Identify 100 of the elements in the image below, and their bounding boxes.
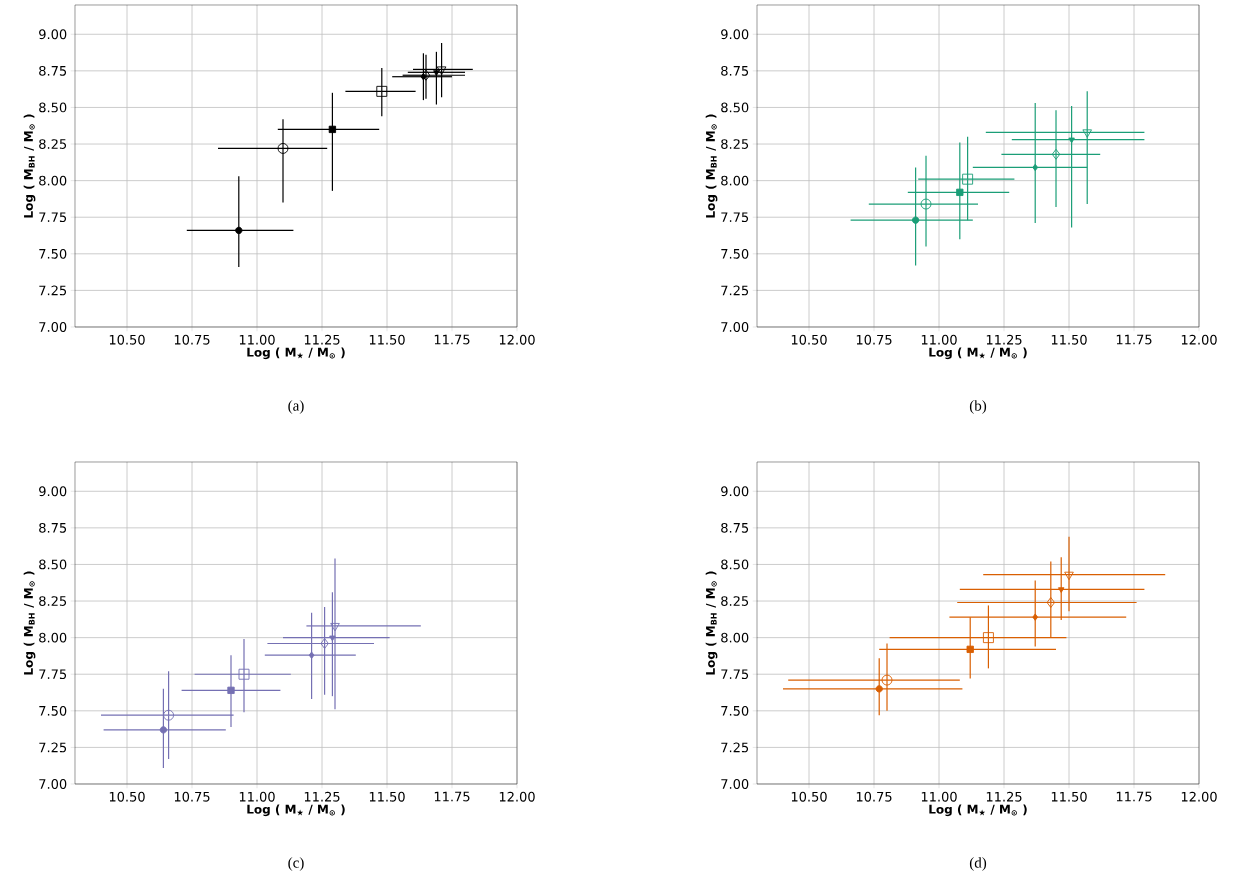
y-tick-label: 9.00: [721, 29, 749, 40]
point: [159, 726, 168, 734]
y-tick-label: 7.00: [721, 779, 749, 789]
point: [875, 685, 883, 693]
y-tick-label: 8.50: [39, 559, 67, 570]
x-tick-label: 10.50: [109, 791, 145, 802]
y-axis-title: Log ( M$_{BH}$ / M$_{⊙}$ ): [705, 571, 718, 675]
x-tick-label: 11.00: [921, 791, 957, 802]
point: [1068, 137, 1075, 144]
y-tick-label: 8.50: [721, 102, 749, 113]
point: [421, 69, 431, 81]
point: [308, 651, 315, 659]
point: [433, 70, 440, 76]
x-axis-title: Log ( M$_{★}$ / M$_{⊙}$ ): [247, 347, 345, 360]
x-tick-label: 10.50: [791, 334, 827, 345]
y-tick-label: 7.75: [39, 212, 67, 223]
point: [436, 66, 447, 75]
x-tick-label: 11.50: [369, 334, 405, 345]
y-tick-label: 9.00: [39, 486, 67, 497]
y-tick-label: 8.00: [721, 632, 749, 643]
y-tick-label: 7.00: [39, 779, 67, 789]
x-tick-label: 10.75: [174, 334, 210, 345]
point: [911, 216, 920, 224]
point: [881, 674, 893, 686]
x-tick-label: 12.00: [499, 791, 535, 802]
x-tick-label: 11.00: [239, 791, 275, 802]
y-tick-label: 8.75: [721, 65, 749, 76]
y-tick-label: 7.25: [721, 742, 749, 753]
y-tick-label: 7.25: [39, 285, 67, 296]
y-tick-label: 7.00: [39, 322, 67, 332]
y-tick-label: 7.75: [721, 669, 749, 680]
point: [320, 638, 329, 649]
x-tick-label: 11.75: [434, 791, 470, 802]
x-tick-label: 10.75: [856, 334, 892, 345]
y-tick-label: 8.00: [721, 175, 749, 186]
point: [329, 635, 336, 642]
y-axis-title: Log ( M$_{BH}$ / M$_{⊙}$ ): [23, 571, 36, 675]
point: [1032, 613, 1039, 621]
text: (a): [288, 400, 304, 414]
x-tick-label: 11.25: [304, 334, 340, 345]
point: [330, 622, 340, 632]
x-tick-label: 11.75: [1116, 791, 1152, 802]
y-axis-title: Log ( M$_{BH}$ / M$_{⊙}$ ): [705, 114, 718, 218]
y-tick-label: 9.00: [39, 29, 67, 40]
y-tick-label: 8.25: [721, 139, 749, 149]
y-tick-label: 8.25: [721, 596, 749, 606]
x-tick-label: 12.00: [1181, 791, 1217, 802]
x-tick-label: 11.75: [1116, 334, 1152, 345]
y-tick-label: 7.00: [721, 322, 749, 332]
x-tick-label: 11.00: [239, 334, 275, 345]
x-tick-label: 11.50: [1051, 791, 1087, 802]
x-tick-label: 11.25: [304, 791, 340, 802]
point: [1046, 597, 1056, 608]
x-tick-label: 11.25: [986, 791, 1022, 802]
x-tick-label: 12.00: [1181, 334, 1217, 345]
x-tick-label: 11.50: [369, 791, 405, 802]
x-tick-label: 11.25: [986, 334, 1022, 345]
y-tick-label: 8.50: [721, 559, 749, 570]
y-tick-label: 8.00: [39, 632, 67, 643]
point: [982, 632, 994, 644]
y-tick-label: 8.00: [39, 175, 67, 186]
y-tick-label: 8.75: [39, 65, 67, 76]
y-axis-title: Log ( M$_{BH}$ / M$_{⊙}$ ): [23, 114, 36, 218]
y-tick-label: 9.00: [721, 486, 749, 497]
y-tick-label: 7.50: [39, 248, 67, 259]
x-axis-title: Log ( M$_{★}$ / M$_{⊙}$ ): [929, 804, 1027, 817]
x-tick-label: 11.75: [434, 334, 470, 345]
y-tick-label: 7.50: [721, 705, 749, 716]
point: [227, 686, 235, 694]
y-tick-label: 7.50: [39, 705, 67, 716]
point: [235, 226, 243, 235]
point: [1051, 148, 1061, 160]
text: (d): [969, 857, 987, 871]
point: [966, 645, 974, 653]
x-tick-label: 11.00: [921, 334, 957, 345]
text: (c): [288, 857, 304, 871]
x-tick-label: 11.50: [1051, 334, 1087, 345]
text: (b): [969, 400, 987, 414]
x-tick-label: 10.50: [109, 334, 145, 345]
x-tick-label: 10.75: [174, 791, 210, 802]
point: [1064, 571, 1074, 581]
point: [956, 188, 964, 196]
y-tick-label: 7.75: [39, 669, 67, 680]
y-tick-label: 8.25: [39, 596, 67, 606]
point: [163, 709, 175, 721]
point: [1082, 129, 1092, 138]
x-tick-label: 10.75: [856, 791, 892, 802]
point: [238, 668, 250, 680]
point: [328, 125, 337, 134]
x-axis-title: Log ( M$_{★}$ / M$_{⊙}$ ): [929, 347, 1027, 360]
y-tick-label: 8.75: [721, 522, 749, 533]
y-tick-label: 7.25: [39, 742, 67, 753]
x-tick-label: 10.50: [791, 791, 827, 802]
y-tick-label: 8.50: [39, 102, 67, 113]
y-tick-label: 7.50: [721, 248, 749, 259]
point: [1032, 163, 1039, 172]
x-tick-label: 12.00: [499, 334, 535, 345]
y-tick-label: 8.25: [39, 139, 67, 149]
y-tick-label: 7.75: [721, 212, 749, 223]
y-tick-label: 7.25: [721, 285, 749, 296]
